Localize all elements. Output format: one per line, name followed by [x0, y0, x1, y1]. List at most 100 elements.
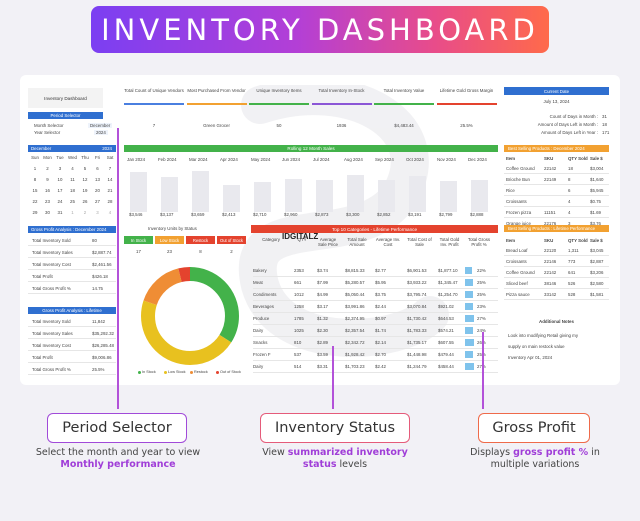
calendar-day[interactable]: 1 — [71, 210, 74, 215]
top10-cell: $0.97 — [375, 316, 386, 321]
calendar-day[interactable]: 5 — [83, 166, 87, 171]
best-cell: 8 — [568, 177, 571, 182]
year-selector-value[interactable]: 2024 — [94, 130, 108, 136]
days-value: 171 — [602, 130, 610, 135]
best-column-header: Sale $ — [590, 156, 603, 161]
best-cell: Coffee Ground — [506, 166, 535, 171]
top10-profit-bar — [465, 351, 474, 358]
rolling-value-label: $3,191 — [408, 212, 422, 217]
best-column-header: Item — [506, 156, 516, 161]
calendar-day[interactable]: 7 — [108, 166, 112, 171]
month-selector-label: Month Selector — [34, 123, 64, 128]
calendar-day[interactable]: 4 — [108, 210, 112, 215]
best-cell: $3,045 — [590, 248, 604, 253]
best-cell: 22142 — [544, 166, 557, 171]
calendar-day[interactable]: 18 — [70, 188, 75, 193]
calendar-day[interactable]: 13 — [95, 177, 100, 182]
gp-row-label: Total Inventory Cost — [32, 262, 71, 267]
calendar-day-header: Tue — [56, 155, 64, 160]
best-cell: 11151 — [544, 210, 556, 215]
calendar-day[interactable]: 11 — [70, 177, 75, 182]
rolling-month-label: Oct 2024 — [406, 157, 424, 162]
kpi-accent-bar — [124, 103, 184, 105]
kpi-label: Lifetime Gold Gross Margin — [439, 88, 494, 93]
top10-cell: $1,703.23 — [345, 364, 365, 369]
calendar-day[interactable]: 24 — [57, 199, 63, 204]
kpi-label: Total Inventory Value — [383, 88, 425, 93]
best-cell: $3,206 — [590, 270, 604, 275]
gp-row-label: Total Inventory Sales — [32, 250, 73, 255]
kpi-label: Most Purchased From Vendor — [187, 88, 246, 93]
calendar-day[interactable]: 10 — [57, 177, 63, 182]
dashboard-card: Inventory Dashboard Period Selector Mont… — [20, 75, 620, 385]
top10-cell: Condiments — [253, 292, 277, 297]
kpi-value: 1936 — [336, 123, 347, 128]
calendar-day[interactable]: 27 — [95, 199, 100, 204]
legend-swatch — [216, 371, 219, 374]
calendar-year: 2024 — [102, 146, 112, 151]
calendar-day[interactable]: 21 — [107, 188, 113, 193]
best-cell: Croissants — [506, 199, 527, 204]
best-row-divider — [504, 255, 609, 256]
top10-row-divider — [253, 312, 498, 313]
month-selector-value[interactable]: December — [88, 123, 113, 129]
best-cell: $3.76 — [590, 221, 601, 226]
best-cell: Bread Loaf — [506, 248, 528, 253]
top10-row-divider — [253, 300, 498, 301]
rolling-month-label: Jan 2024 — [127, 157, 146, 162]
calendar-day[interactable]: 25 — [70, 199, 75, 204]
calendar-day[interactable]: 3 — [58, 166, 62, 171]
top10-row-divider — [253, 336, 498, 337]
calendar-day[interactable]: 6 — [96, 166, 99, 171]
rolling-sales-bar — [471, 179, 488, 212]
donut-slice[interactable] — [141, 267, 239, 365]
calendar-day[interactable]: 3 — [96, 210, 99, 215]
gp-row-divider — [28, 326, 116, 327]
best-row-divider — [504, 184, 609, 185]
rolling-value-label: $3,137 — [160, 212, 174, 217]
calendar-day[interactable]: 1 — [33, 166, 37, 171]
best-cell: Frozen pizza — [506, 210, 532, 215]
calendar-day[interactable]: 20 — [95, 188, 100, 193]
top10-profit-bar — [465, 363, 474, 370]
callout-period-selector: Period Selector — [47, 413, 187, 443]
calendar-day[interactable]: 15 — [32, 188, 38, 193]
calendar-day[interactable]: 2 — [46, 166, 49, 171]
calendar-day[interactable]: 16 — [45, 188, 50, 193]
status-donut-chart — [141, 267, 239, 365]
top10-cell: Snacks — [253, 340, 268, 345]
top10-row-divider — [253, 360, 498, 361]
caption-status-tail: levels — [339, 459, 368, 471]
tab-inventory-dashboard[interactable]: Inventory Dashboard — [28, 88, 103, 108]
calendar-day[interactable]: 29 — [32, 210, 38, 215]
top10-cell: 26% — [477, 340, 486, 345]
calendar-day[interactable]: 8 — [33, 177, 37, 182]
best-cell: Orange juice — [506, 221, 531, 226]
kpi-accent-bar — [186, 103, 247, 105]
donut-slice[interactable] — [141, 267, 239, 365]
rolling-sales-bar — [409, 176, 426, 212]
gp-row-label: Total Gross Profit % — [32, 367, 71, 372]
calendar-day[interactable]: 12 — [82, 177, 88, 182]
calendar-day[interactable]: 9 — [46, 177, 49, 182]
calendar-day[interactable]: 14 — [107, 177, 113, 182]
top10-cell: $8,815.33 — [345, 268, 365, 273]
calendar-day[interactable]: 23 — [45, 199, 50, 204]
kpi-value: 25.5% — [460, 123, 473, 128]
current-date-value: July 13, 2024 — [543, 99, 570, 104]
calendar-day[interactable]: 30 — [45, 210, 50, 215]
caption-status-bold: summarized inventory status — [287, 447, 408, 471]
top10-cell: $2.14 — [375, 340, 386, 345]
calendar-day[interactable]: 17 — [57, 188, 63, 193]
calendar-day[interactable]: 19 — [82, 188, 88, 193]
calendar-day[interactable]: 4 — [71, 166, 74, 171]
calendar-day[interactable]: 28 — [107, 199, 113, 204]
rolling-sales-bar — [254, 181, 271, 212]
calendar-day[interactable]: 31 — [57, 210, 63, 215]
top10-cell: $3,070.84 — [407, 304, 427, 309]
calendar-day[interactable]: 22 — [32, 199, 38, 204]
calendar-day[interactable]: 2 — [83, 210, 87, 215]
calendar-day[interactable]: 26 — [82, 199, 88, 204]
callout-gross-profit: Gross Profit — [478, 413, 590, 443]
best-column-header: Sale $ — [590, 238, 603, 243]
